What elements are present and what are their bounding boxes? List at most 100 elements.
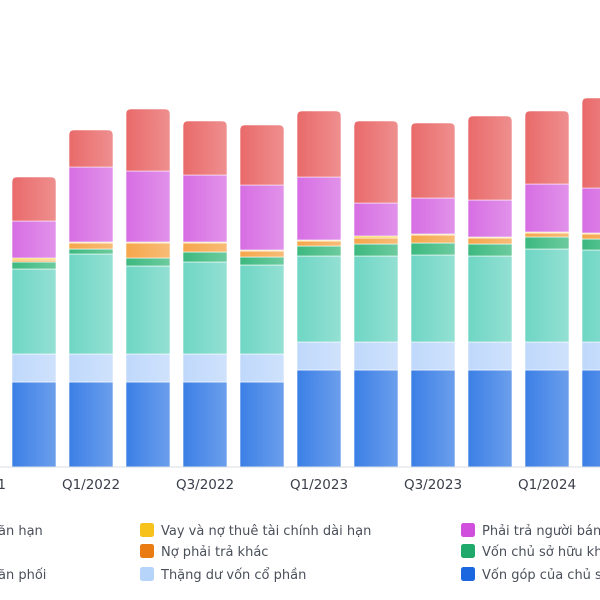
bar-segment-7-1[interactable] (410, 341, 456, 371)
bar-segment-1-6[interactable] (68, 166, 114, 243)
bar-segment-0-7[interactable] (11, 176, 57, 222)
bar-segment-5-0[interactable] (296, 369, 342, 468)
bar-segment-6-6[interactable] (353, 202, 399, 237)
bar-segment-0-1[interactable] (11, 353, 57, 383)
legend-item[interactable]: Phải trả người bán (461, 523, 600, 539)
bar-segment-4-7[interactable] (239, 124, 285, 186)
bar-segment-9-2[interactable] (524, 248, 570, 343)
bar-segment-2-0[interactable] (125, 381, 171, 468)
legend-label: Nợ phải trả khác (161, 545, 268, 560)
bar-segment-3-1[interactable] (182, 353, 228, 383)
bar-segment-6-2[interactable] (353, 255, 399, 343)
bar-segment-9-0[interactable] (524, 369, 570, 468)
bar-segment-2-2[interactable] (125, 265, 171, 355)
bar-segment-4-0[interactable] (239, 381, 285, 468)
bar-segment-7-4[interactable] (410, 234, 456, 244)
x-tick-label: Q3/2022 (176, 477, 234, 493)
bar-segment-0-3[interactable] (11, 261, 57, 270)
bar-segment-1-1[interactable] (68, 353, 114, 383)
bar-segment-9-3[interactable] (524, 236, 570, 250)
bar-segment-4-4[interactable] (239, 250, 285, 258)
bars-layer (11, 97, 600, 468)
bar-segment-0-2[interactable] (11, 268, 57, 355)
legend-label: Phải trả người bán (482, 524, 600, 539)
bar-segment-2-7[interactable] (125, 108, 171, 172)
legend: ăn hạn Vay và nợ thuê tài chính dài hạn Ph… (0, 523, 600, 583)
bar-segment-4-3[interactable] (239, 256, 285, 266)
bar-segment-5-7[interactable] (296, 110, 342, 178)
bar-segment-8-7[interactable] (467, 115, 513, 201)
bar-segment-8-1[interactable] (467, 341, 513, 371)
bar-segment-10-5[interactable] (581, 232, 600, 235)
legend-swatch (461, 567, 475, 581)
bar-segment-5-3[interactable] (296, 245, 342, 257)
bar-segment-1-3[interactable] (68, 248, 114, 255)
bar-segment-7-7[interactable] (410, 122, 456, 199)
bar-segment-2-3[interactable] (125, 257, 171, 267)
bar-segment-8-4[interactable] (467, 237, 513, 245)
bar-segment-5-4[interactable] (296, 240, 342, 247)
bar-segment-4-1[interactable] (239, 353, 285, 383)
x-tick-label: Q1/2024 (518, 477, 576, 493)
bar-segment-6-3[interactable] (353, 243, 399, 257)
bar-segment-6-7[interactable] (353, 120, 399, 204)
bar-segment-1-4[interactable] (68, 242, 114, 250)
bar-segment-5-1[interactable] (296, 341, 342, 371)
legend-item[interactable]: Thặng dư vốn cổ phần (140, 567, 306, 583)
bar-segment-8-2[interactable] (467, 255, 513, 343)
bar-segment-1-7[interactable] (68, 129, 114, 168)
bar-segment-4-2[interactable] (239, 264, 285, 355)
bar-segment-10-7[interactable] (581, 97, 600, 189)
x-tick-label: Q1/2023 (290, 477, 348, 493)
bar-segment-1-0[interactable] (68, 381, 114, 468)
bar-segment-10-0[interactable] (581, 369, 600, 468)
bar-segment-5-2[interactable] (296, 255, 342, 343)
bar-segment-1-2[interactable] (68, 253, 114, 355)
bar-segment-3-6[interactable] (182, 174, 228, 243)
legend-item[interactable]: Nợ phải trả khác (140, 544, 268, 560)
legend-item[interactable]: Vay và nợ thuê tài chính dài hạn (140, 523, 371, 539)
bar-segment-9-7[interactable] (524, 110, 570, 185)
bar-segment-10-2[interactable] (581, 249, 600, 343)
bar-segment-4-6[interactable] (239, 184, 285, 251)
bar-segment-7-2[interactable] (410, 254, 456, 343)
bar-segment-7-3[interactable] (410, 242, 456, 256)
bar-segment-8-3[interactable] (467, 243, 513, 257)
bar-segment-9-6[interactable] (524, 183, 570, 233)
legend-item[interactable]: ăn hạn (0, 524, 43, 539)
bar-segment-0-0[interactable] (11, 381, 57, 468)
legend-item[interactable]: ăn phối (0, 568, 46, 583)
bar-segment-3-7[interactable] (182, 120, 228, 176)
bar-segment-8-6[interactable] (467, 199, 513, 238)
bar-segment-2-6[interactable] (125, 170, 171, 243)
bar-segment-5-6[interactable] (296, 176, 342, 241)
bar-segment-6-5[interactable] (353, 235, 399, 239)
bar-segment-10-3[interactable] (581, 238, 600, 251)
bar-segment-3-2[interactable] (182, 261, 228, 355)
legend-item[interactable]: Vốn góp của chủ sở (461, 567, 600, 583)
bar-segment-7-6[interactable] (410, 197, 456, 235)
legend-label: Vốn chủ sở hữu khác (482, 545, 600, 560)
bar-segment-0-6[interactable] (11, 220, 57, 259)
bar-segment-9-1[interactable] (524, 341, 570, 371)
bar-segment-8-0[interactable] (467, 369, 513, 468)
bar-segment-2-1[interactable] (125, 353, 171, 383)
legend-item[interactable]: Vốn chủ sở hữu khác (461, 544, 600, 560)
bar-segment-3-4[interactable] (182, 242, 228, 253)
legend-label: Thặng dư vốn cổ phần (160, 568, 306, 583)
bar-segment-10-4[interactable] (581, 233, 600, 240)
bar-segment-6-4[interactable] (353, 237, 399, 245)
bar-segment-10-1[interactable] (581, 341, 600, 371)
legend-swatch (140, 523, 154, 537)
legend-swatch (461, 544, 475, 558)
bar-segment-10-6[interactable] (581, 187, 600, 234)
bar-segment-7-0[interactable] (410, 369, 456, 468)
legend-swatch (140, 544, 154, 558)
bar-segment-9-4[interactable] (524, 232, 570, 238)
bar-segment-6-1[interactable] (353, 341, 399, 371)
bar-segment-3-3[interactable] (182, 251, 228, 263)
bar-segment-3-0[interactable] (182, 381, 228, 468)
legend-label: Vốn góp của chủ sở (482, 568, 600, 583)
bar-segment-2-4[interactable] (125, 242, 171, 259)
bar-segment-6-0[interactable] (353, 369, 399, 468)
